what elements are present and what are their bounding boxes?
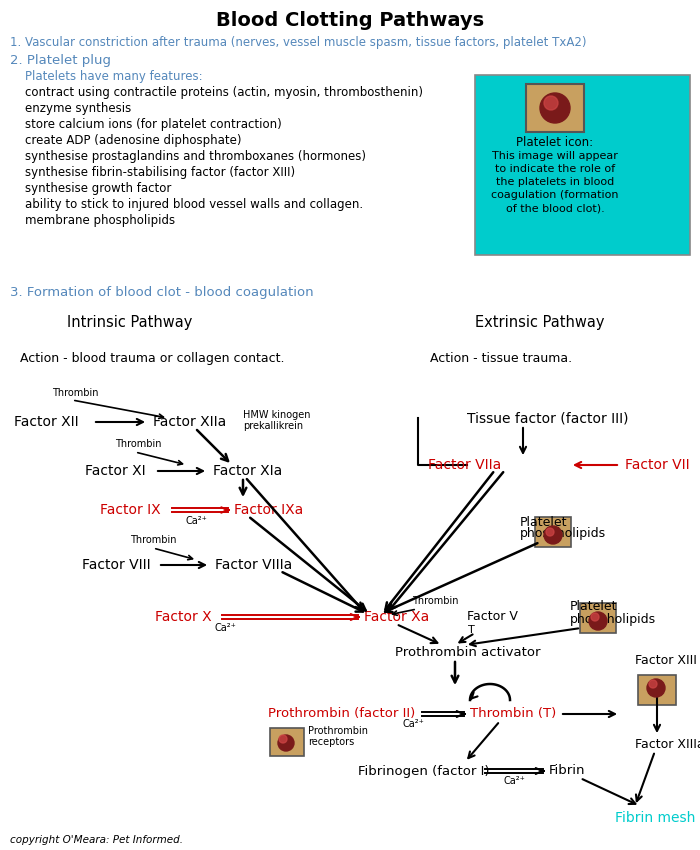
Circle shape [544, 96, 558, 110]
Text: synthesise growth factor: synthesise growth factor [10, 182, 172, 195]
Text: Tissue factor (factor III): Tissue factor (factor III) [467, 411, 629, 425]
Text: Factor VII: Factor VII [625, 458, 690, 472]
Text: Extrinsic Pathway: Extrinsic Pathway [475, 314, 605, 330]
FancyBboxPatch shape [526, 84, 584, 132]
Text: synthesise fibrin-stabilising factor (factor XIII): synthesise fibrin-stabilising factor (fa… [10, 166, 295, 178]
Text: Factor XIIIa: Factor XIIIa [635, 738, 700, 751]
Text: Thrombin: Thrombin [115, 439, 162, 449]
Text: copyright O'Meara: Pet Informed.: copyright O'Meara: Pet Informed. [10, 835, 183, 845]
Text: Factor VIIa: Factor VIIa [428, 458, 501, 472]
Text: 2. Platelet plug: 2. Platelet plug [10, 54, 111, 66]
Text: Ca²⁺: Ca²⁺ [503, 776, 525, 786]
Text: Thrombin: Thrombin [52, 388, 99, 398]
Text: 1. Vascular constriction after trauma (nerves, vessel muscle spasm, tissue facto: 1. Vascular constriction after trauma (n… [10, 36, 587, 48]
Text: prekallikrein: prekallikrein [243, 421, 303, 431]
Text: Fibrin mesh: Fibrin mesh [615, 811, 695, 825]
Text: Factor XIII: Factor XIII [635, 654, 697, 666]
Circle shape [591, 613, 599, 621]
Text: Factor XI: Factor XI [85, 464, 146, 478]
Text: Factor IX: Factor IX [100, 503, 160, 517]
Text: Prothrombin activator: Prothrombin activator [395, 645, 540, 659]
Text: Factor V: Factor V [467, 610, 518, 624]
Text: Factor IXa: Factor IXa [234, 503, 303, 517]
FancyBboxPatch shape [270, 728, 304, 756]
Text: Factor Xa: Factor Xa [364, 610, 429, 624]
Circle shape [278, 735, 294, 751]
Text: Factor VIIIa: Factor VIIIa [215, 558, 293, 572]
Text: This image will appear: This image will appear [492, 151, 618, 161]
Text: Factor X: Factor X [155, 610, 211, 624]
Text: Intrinsic Pathway: Intrinsic Pathway [67, 314, 192, 330]
Text: Platelets have many features:: Platelets have many features: [10, 70, 202, 82]
Text: Ca²⁺: Ca²⁺ [185, 516, 207, 526]
Circle shape [546, 528, 554, 536]
Text: ability to stick to injured blood vessel walls and collagen.: ability to stick to injured blood vessel… [10, 197, 363, 211]
Text: HMW kinogen: HMW kinogen [243, 410, 311, 420]
Text: membrane phospholipids: membrane phospholipids [10, 213, 175, 226]
Text: enzyme synthesis: enzyme synthesis [10, 101, 132, 115]
Text: Fibrinogen (factor I): Fibrinogen (factor I) [358, 764, 489, 778]
Text: Prothrombin: Prothrombin [308, 726, 368, 736]
Circle shape [589, 612, 607, 630]
Text: Factor XIa: Factor XIa [213, 464, 282, 478]
Text: Thrombin (T): Thrombin (T) [470, 707, 556, 721]
Text: Action - tissue trauma.: Action - tissue trauma. [430, 352, 572, 365]
Circle shape [544, 526, 562, 544]
Text: phospholipids: phospholipids [520, 528, 606, 541]
Text: store calcium ions (for platelet contraction): store calcium ions (for platelet contrac… [10, 117, 281, 131]
FancyBboxPatch shape [535, 517, 571, 547]
Circle shape [540, 93, 570, 123]
Text: receptors: receptors [308, 737, 354, 747]
Text: synthesise prostaglandins and thromboxanes (hormones): synthesise prostaglandins and thromboxan… [10, 150, 366, 162]
Circle shape [647, 679, 665, 697]
Circle shape [649, 680, 657, 688]
Text: Platelet: Platelet [570, 600, 617, 614]
Text: Factor VIII: Factor VIII [82, 558, 150, 572]
Text: to indicate the role of: to indicate the role of [495, 164, 615, 174]
Text: 3. Formation of blood clot - blood coagulation: 3. Formation of blood clot - blood coagu… [10, 286, 314, 298]
FancyBboxPatch shape [638, 675, 676, 705]
FancyBboxPatch shape [475, 75, 690, 255]
Text: T: T [468, 625, 475, 635]
Text: Platelet icon:: Platelet icon: [517, 135, 594, 149]
Text: the platelets in blood: the platelets in blood [496, 177, 614, 187]
Text: Factor XII: Factor XII [14, 415, 78, 429]
Text: Action - blood trauma or collagen contact.: Action - blood trauma or collagen contac… [20, 352, 284, 365]
Text: Platelet: Platelet [520, 515, 568, 529]
Text: Ca²⁺: Ca²⁺ [214, 623, 236, 633]
Text: Ca²⁺: Ca²⁺ [402, 719, 424, 729]
Text: Thrombin: Thrombin [412, 596, 458, 606]
Text: of the blood clot).: of the blood clot). [505, 203, 604, 213]
Text: phospholipids: phospholipids [570, 613, 656, 626]
Text: contract using contractile proteins (actin, myosin, thrombosthenin): contract using contractile proteins (act… [10, 86, 423, 99]
Circle shape [279, 735, 287, 743]
Text: Factor XIIa: Factor XIIa [153, 415, 226, 429]
FancyBboxPatch shape [580, 603, 616, 633]
Text: Thrombin: Thrombin [130, 535, 176, 545]
Text: coagulation (formation: coagulation (formation [491, 190, 619, 200]
Text: create ADP (adenosine diphosphate): create ADP (adenosine diphosphate) [10, 133, 241, 146]
Text: Fibrin: Fibrin [549, 764, 585, 778]
Text: Prothrombin (factor II): Prothrombin (factor II) [268, 707, 415, 721]
Text: Blood Clotting Pathways: Blood Clotting Pathways [216, 10, 484, 30]
